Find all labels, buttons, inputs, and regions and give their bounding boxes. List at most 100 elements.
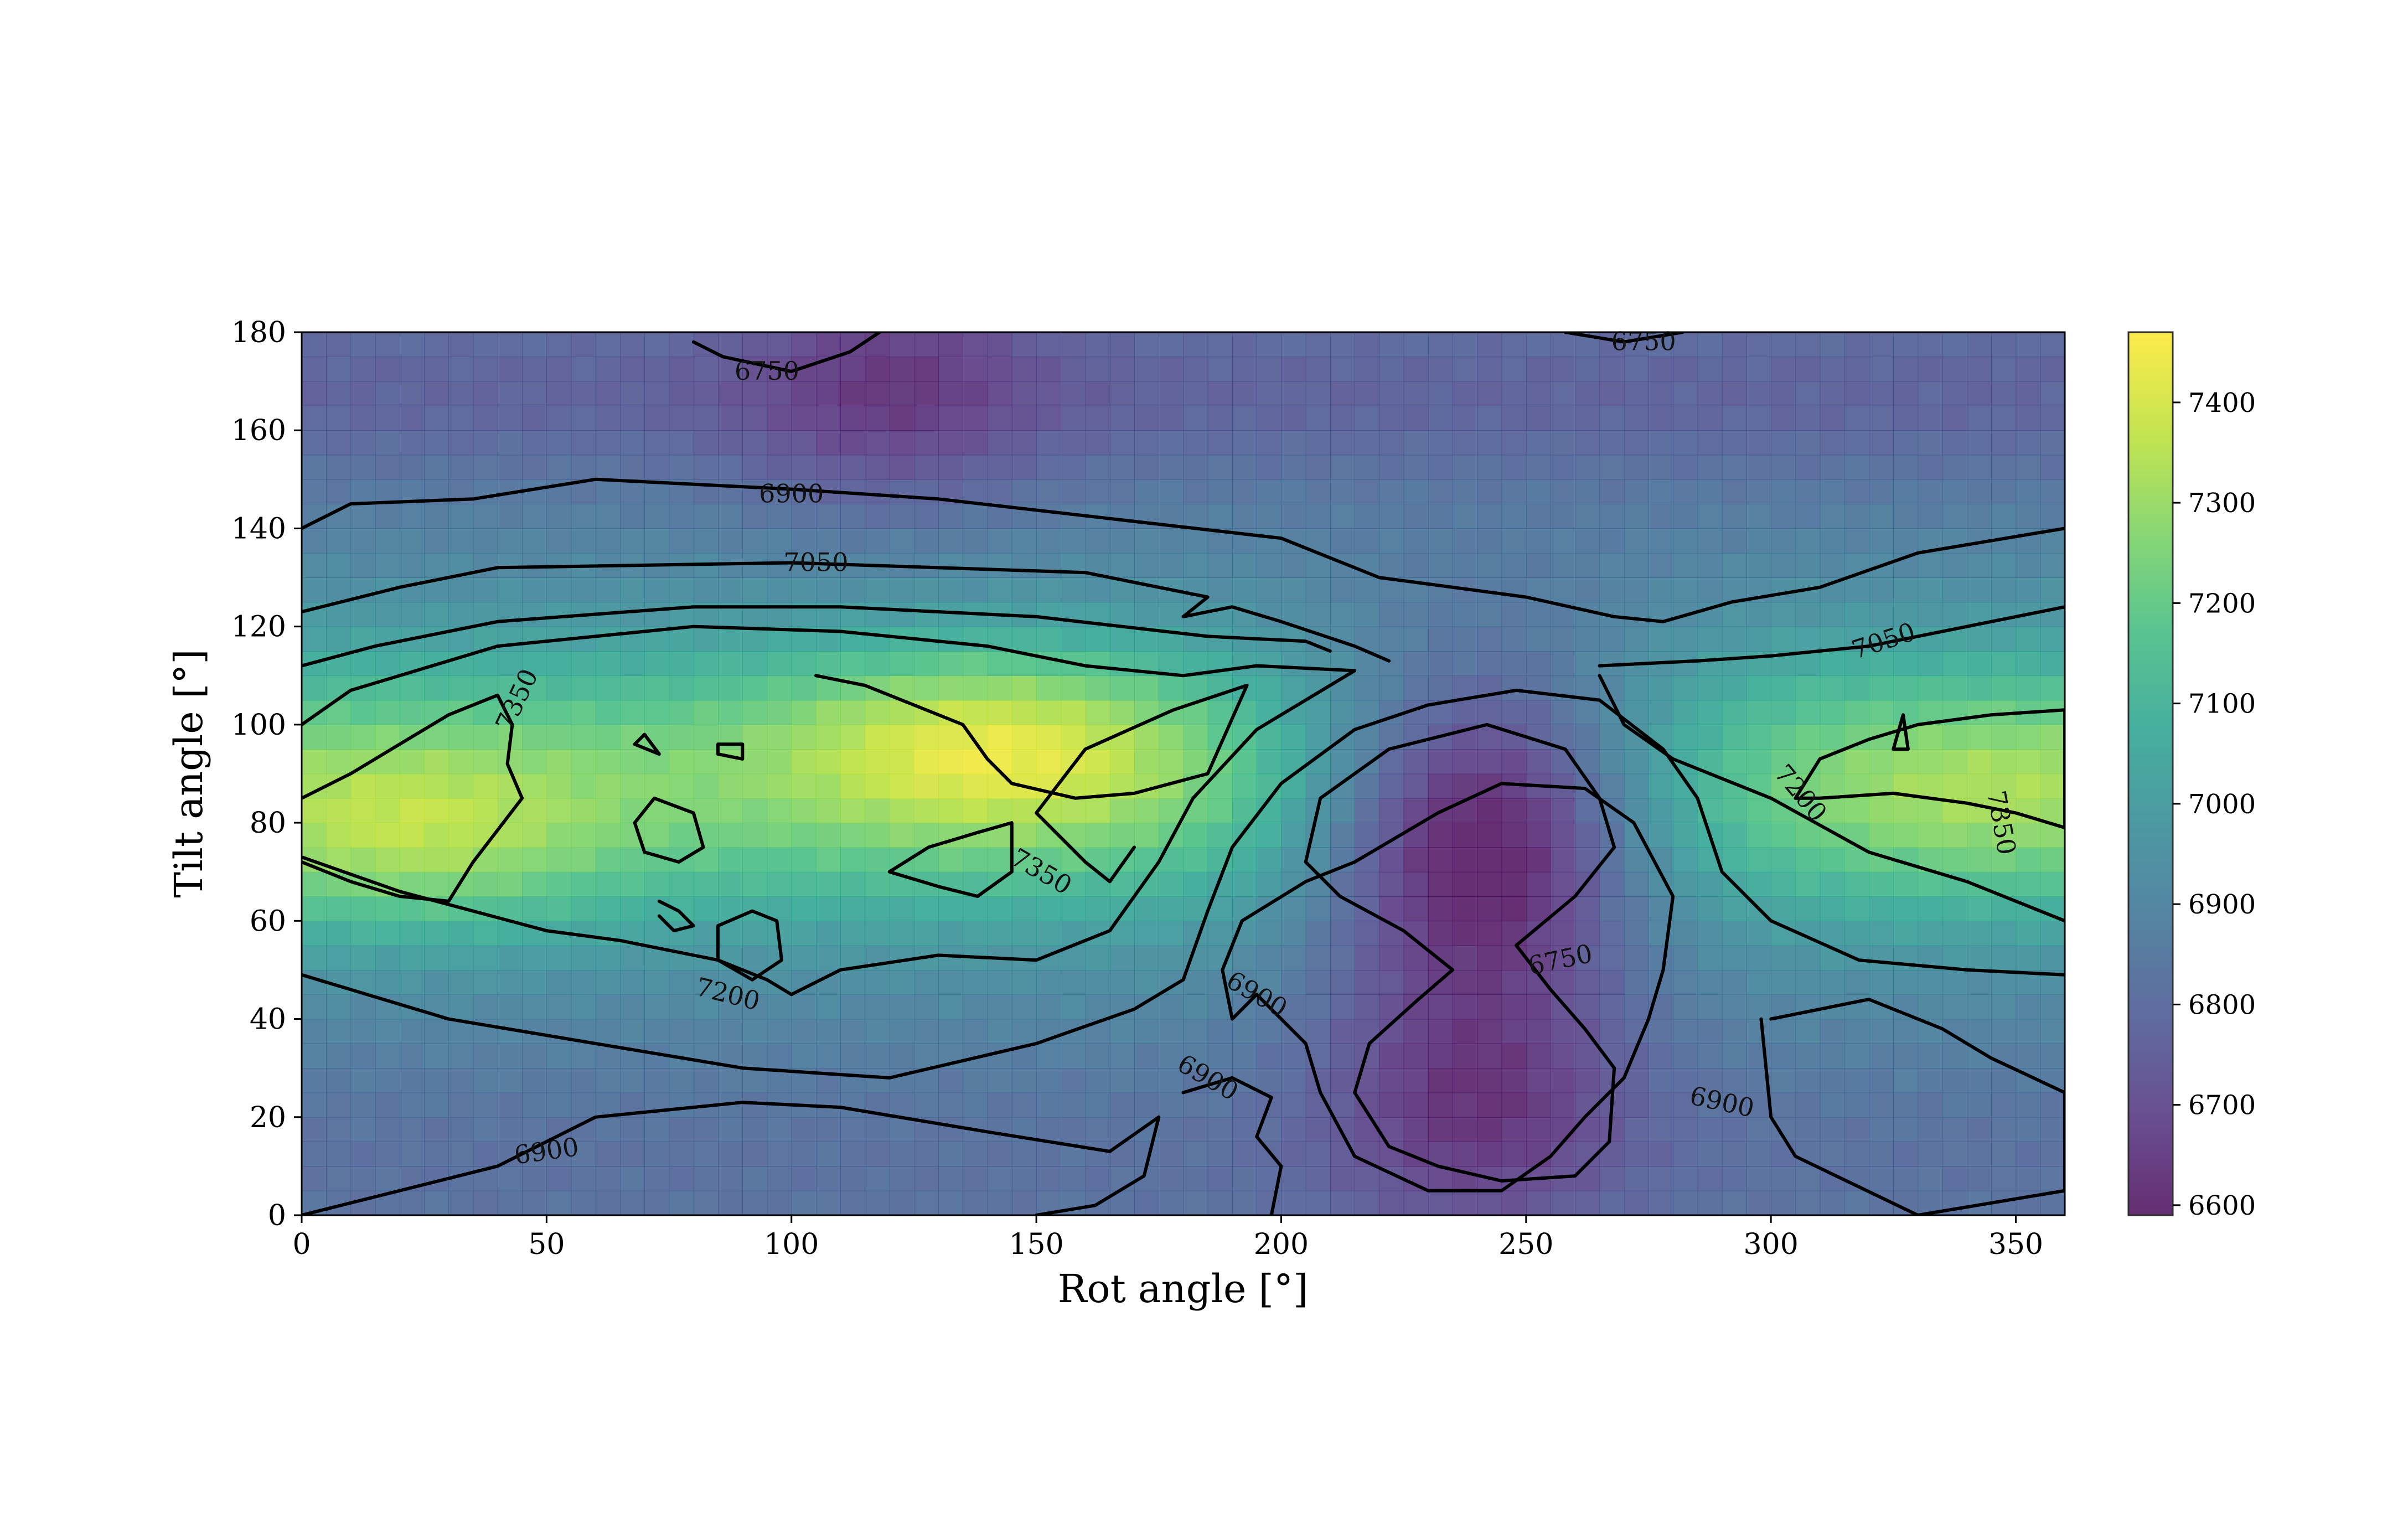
heat-cell (669, 823, 694, 848)
heat-cell (424, 528, 449, 554)
heat-cell (1673, 675, 1698, 701)
heat-cell (1330, 1092, 1355, 1118)
heat-cell (1305, 1190, 1331, 1215)
heat-cell (522, 1117, 547, 1142)
heat-cell (546, 798, 572, 823)
heat-cell (1379, 945, 1404, 971)
heat-cell (1599, 504, 1625, 529)
heat-cell (620, 994, 645, 1020)
heat-cell (1453, 553, 1478, 578)
heat-cell (522, 823, 547, 848)
heat-cell (1330, 504, 1355, 529)
heat-cell (326, 945, 352, 971)
heat-cell (1109, 1092, 1135, 1118)
heat-cell (840, 1068, 866, 1093)
contour-line-6900 (302, 1101, 1161, 1215)
heat-cell (1403, 1068, 1429, 1093)
heat-cell (1477, 823, 1502, 848)
heat-cell (1624, 871, 1649, 897)
heat-cell (963, 921, 988, 946)
heat-cell (375, 1092, 400, 1118)
heat-cell (1330, 479, 1355, 504)
heat-cell (669, 455, 694, 480)
heat-cell (1207, 1043, 1233, 1068)
heat-cell (1795, 1190, 1821, 1215)
heat-cell (1918, 773, 1943, 799)
heat-cell (1379, 528, 1404, 554)
heat-cell (497, 675, 523, 701)
heat-cell (1942, 479, 1967, 504)
heat-cell (1453, 1117, 1478, 1142)
heat-cell (840, 577, 866, 603)
heat-cell (1281, 773, 1306, 799)
heat-cell (1379, 430, 1404, 456)
heat-cell (546, 332, 572, 358)
heat-cell (1061, 1043, 1086, 1068)
heat-cell (571, 651, 596, 677)
heat-cell (913, 332, 939, 358)
heat-cell (1330, 921, 1355, 946)
heat-cell (1134, 602, 1159, 627)
heat-cell (448, 332, 474, 358)
heat-cell (1526, 504, 1551, 529)
heat-cell (1722, 1117, 1747, 1142)
heat-cell (987, 1068, 1012, 1093)
heat-cell (350, 994, 376, 1020)
contour-line-7350 (887, 821, 1014, 898)
heat-cell (1085, 381, 1110, 406)
x-tick-label: 300 (1744, 1228, 1799, 1261)
heat-cell (1477, 504, 1502, 529)
heat-cell (1722, 1092, 1747, 1118)
heat-cell (375, 651, 400, 677)
heat-cell (1134, 945, 1159, 971)
heat-cell (2040, 1142, 2065, 1167)
heat-cell (595, 847, 621, 873)
heat-cell (1453, 1043, 1478, 1068)
heat-cell (448, 1117, 474, 1142)
heat-cell (1134, 921, 1159, 946)
heat-cell (546, 1092, 572, 1118)
heat-cell (2016, 823, 2041, 848)
heat-cell (1673, 921, 1698, 946)
heat-cell (816, 405, 841, 431)
heat-cell (1869, 749, 1894, 775)
heat-cell (326, 1092, 352, 1118)
heat-cell (2040, 651, 2065, 677)
heat-cell (742, 798, 768, 823)
heat-cell (1061, 823, 1086, 848)
heat-cell (1061, 700, 1086, 725)
heat-cell (1232, 724, 1257, 750)
heat-cell (1722, 455, 1747, 480)
heat-cell (644, 1068, 670, 1093)
heat-cell (1599, 357, 1625, 382)
heat-cell (546, 1142, 572, 1167)
heat-cell (448, 945, 474, 971)
heat-cell (1061, 430, 1086, 456)
heat-cell (1795, 823, 1821, 848)
heat-cell (1428, 675, 1453, 701)
heat-cell (1305, 651, 1331, 677)
heat-cell (424, 381, 449, 406)
heat-cell (326, 921, 352, 946)
heat-cell (1207, 1142, 1233, 1167)
heat-cell (718, 871, 743, 897)
heat-cell (1379, 1043, 1404, 1068)
heat-cell (399, 1190, 425, 1215)
heat-cell (1501, 357, 1527, 382)
heat-cell (865, 1117, 890, 1142)
heat-cell (1967, 332, 1992, 358)
y-tick-label: 160 (231, 414, 286, 447)
heat-cell (644, 675, 670, 701)
heat-cell (522, 357, 547, 382)
heat-cell (938, 675, 964, 701)
heat-cell (1109, 798, 1135, 823)
heat-cell (1281, 357, 1306, 382)
heat-cell (1085, 700, 1110, 725)
heat-cell (1109, 504, 1135, 529)
heat-cell (1771, 602, 1796, 627)
heat-cell (571, 675, 596, 701)
heat-cell (1649, 1142, 1673, 1167)
heat-cell (473, 504, 498, 529)
heat-cell (497, 553, 523, 578)
heat-cell (1918, 921, 1943, 946)
